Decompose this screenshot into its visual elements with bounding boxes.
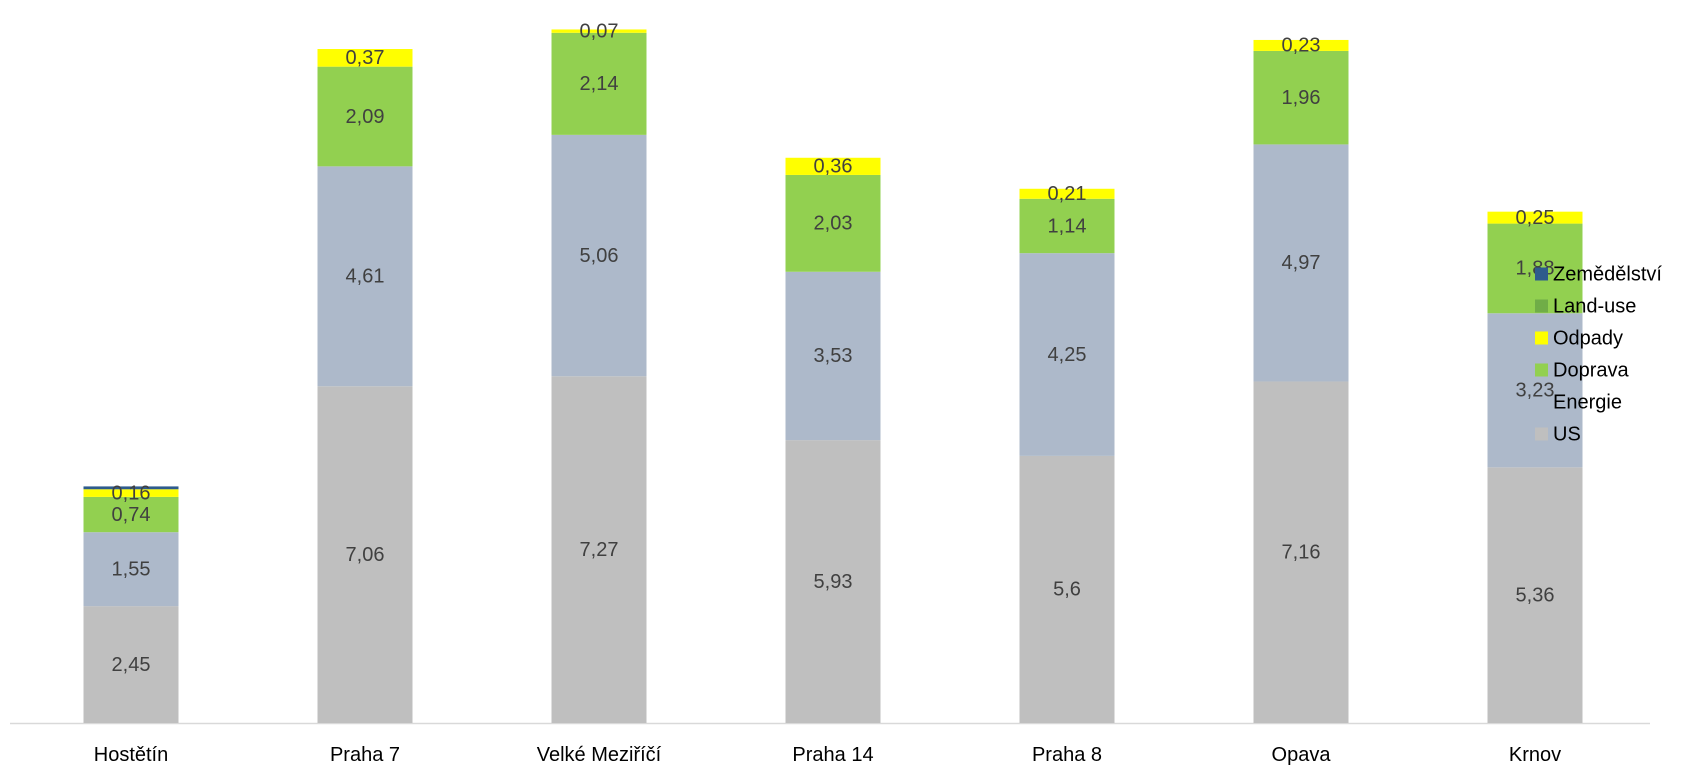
bar-segment-us-1 — [83, 606, 179, 723]
bar-segment-odpady-2 — [317, 49, 413, 67]
data-label: 0,23 — [1282, 35, 1321, 57]
bar-segment-zem-d-lstv--1 — [83, 486, 179, 490]
legend-swatch — [1535, 267, 1548, 281]
bar-segment-odpady-6 — [1253, 39, 1349, 51]
legend-label: Zemědělství — [1553, 263, 1662, 285]
data-label: 0,16 — [112, 482, 151, 504]
bar-group — [83, 29, 1583, 723]
legend-swatch — [1535, 331, 1548, 345]
data-label: 2,03 — [814, 213, 853, 235]
bar-segment-odpady-4 — [785, 157, 881, 175]
data-label: 1,96 — [1282, 87, 1321, 109]
bar-segment-doprava-4 — [785, 174, 881, 272]
category-label: Hostětín — [94, 744, 168, 765]
bar-segment-doprava-6 — [1253, 50, 1349, 145]
category-label: Praha 14 — [792, 744, 873, 765]
legend-label: Odpady — [1553, 327, 1623, 349]
category-label: Krnov — [1509, 744, 1561, 765]
category-label: Velké Meziříčí — [537, 744, 662, 765]
data-label: 2,45 — [112, 654, 151, 676]
legend-item: Zemědělství — [1535, 263, 1662, 285]
data-label: 0,36 — [814, 156, 853, 178]
legend-label: Land-use — [1553, 295, 1636, 317]
legend-swatch — [1535, 299, 1548, 313]
data-label: 0,37 — [346, 47, 385, 69]
legend-label: Energie — [1553, 391, 1622, 413]
category-label: Opava — [1272, 744, 1332, 765]
legend-item: Energie — [1553, 391, 1622, 413]
data-label: 3,23 — [1516, 380, 1555, 402]
data-label: 1,14 — [1048, 215, 1087, 237]
bar-segment-us-6 — [1253, 381, 1349, 723]
bar-segment-doprava-1 — [83, 496, 179, 533]
data-label: 4,97 — [1282, 252, 1321, 274]
data-label: 7,27 — [580, 539, 619, 561]
legend-item: US — [1535, 423, 1581, 445]
legend-item: Doprava — [1535, 359, 1629, 381]
bar-segment-odpady-3 — [551, 29, 647, 33]
data-label: 1,55 — [112, 558, 151, 580]
data-label: 5,36 — [1516, 584, 1555, 606]
bar-segment-odpady-7 — [1487, 211, 1583, 224]
data-label: 4,25 — [1048, 344, 1087, 366]
data-label: 7,06 — [346, 544, 385, 566]
data-label-group: 2,45 1,55 0,740,16 7,06 4,61 2,09 0,37 7,27 5,06… — [112, 20, 1555, 675]
category-label: Praha 8 — [1032, 744, 1102, 765]
bar-segment-energie-6 — [1253, 144, 1349, 382]
legend-label: Doprava — [1553, 359, 1629, 381]
bar-segment-odpady-1 — [83, 489, 179, 497]
legend-item: Land-use — [1535, 295, 1636, 317]
bar-segment-energie-3 — [551, 134, 647, 377]
legend-label: US — [1553, 423, 1581, 445]
bar-segment-energie-1 — [83, 532, 179, 607]
data-label: 7,16 — [1282, 542, 1321, 564]
bar-segment-doprava-2 — [317, 66, 413, 167]
data-label: 0,21 — [1048, 183, 1087, 205]
bar-segment-us-5 — [1019, 455, 1115, 723]
bar-segment-us-7 — [1487, 467, 1583, 723]
data-label: 4,61 — [346, 266, 385, 288]
legend-item: Odpady — [1535, 327, 1623, 349]
bar-segment-us-4 — [785, 440, 881, 723]
bar-segment-energie-2 — [317, 166, 413, 387]
bar-segment-us-3 — [551, 376, 647, 723]
data-label: 0,07 — [580, 20, 619, 42]
data-label: 0,74 — [112, 504, 151, 526]
data-label: 0,25 — [1516, 207, 1555, 229]
bar-segment-doprava-3 — [551, 32, 647, 135]
data-label: 2,09 — [346, 106, 385, 128]
bar-segment-us-2 — [317, 386, 413, 723]
data-label: 5,93 — [814, 571, 853, 593]
legend-swatch — [1535, 427, 1548, 441]
category-label-group: Hostětín Praha 7 Velké Meziříčí Praha 14 Pra… — [94, 744, 1561, 765]
legend-swatch — [1535, 363, 1548, 377]
bar-segment-energie-4 — [785, 271, 881, 441]
bar-segment-energie-5 — [1019, 253, 1115, 456]
data-label: 2,14 — [580, 73, 619, 95]
category-label: Praha 7 — [330, 744, 400, 765]
bar-segment-odpady-5 — [1019, 188, 1115, 199]
legend: Zemědělství Land-use Odpady Doprava Energie U… — [1535, 263, 1662, 445]
data-label: 5,06 — [580, 245, 619, 267]
data-label: 3,53 — [814, 345, 853, 367]
data-label: 5,6 — [1053, 579, 1081, 601]
bar-segment-doprava-5 — [1019, 198, 1115, 254]
